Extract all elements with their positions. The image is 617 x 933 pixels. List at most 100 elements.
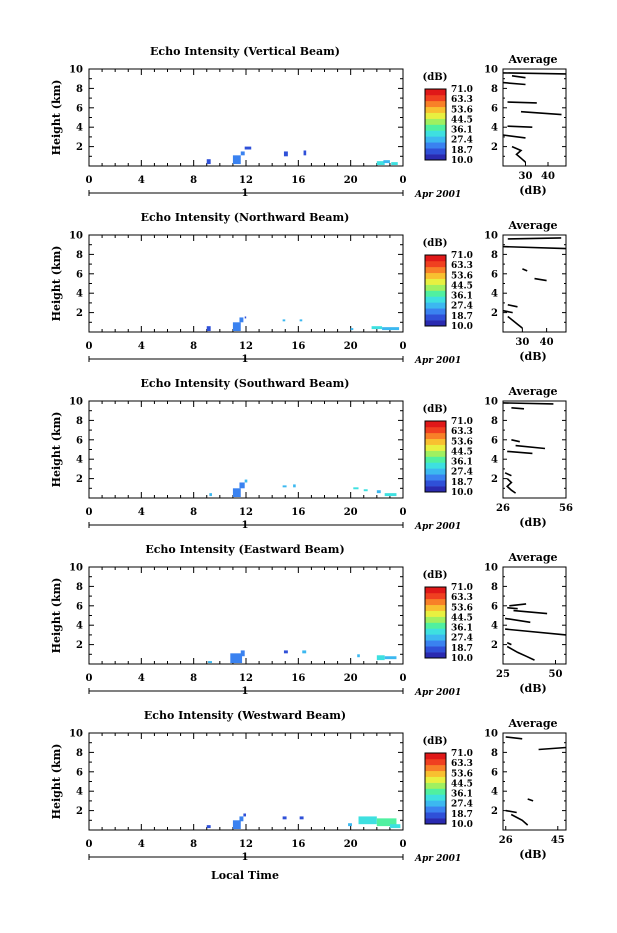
panel-2-day-label: 1 (242, 354, 249, 365)
panel-2-echo-cell (282, 319, 286, 322)
panel-2-average-xtick-label: 30 (515, 337, 529, 348)
panel-5-ylabel: Height (km) (50, 744, 63, 820)
panel-2-echo-cell (232, 322, 241, 332)
panel-2-date-label: Apr 2001 (414, 356, 461, 366)
panel-1-echo-cell (283, 151, 288, 157)
panel-2-average-xlabel: (dB) (519, 350, 546, 363)
panel-4-ytick-label: 2 (76, 640, 83, 651)
panel-4-average-xlabel: (dB) (519, 682, 546, 695)
panel-4-average-profile (506, 645, 535, 661)
panel-5-echo-cell (206, 825, 211, 829)
panel-2-average-ytick-label: 6 (491, 269, 498, 280)
panel-2-colorbar-tick-label: 18.7 (451, 312, 473, 322)
panel-1-colorbar-swatch (425, 100, 446, 108)
panel-2-colorbar-swatch (425, 314, 446, 321)
panel-3-average-ytick-label: 6 (491, 435, 498, 446)
panel-1-average-xtick-label: 40 (541, 171, 555, 182)
panel-2-ytick-label: 2 (76, 308, 83, 319)
panel-4-ytick-label: 10 (69, 563, 83, 574)
panel-2-xtick-label: 16 (291, 341, 305, 352)
panel-4-xtick-label: 20 (344, 673, 358, 684)
panel-1-ytick-label: 2 (76, 142, 83, 153)
panel-2-colorbar-tick-label: 44.5 (451, 281, 473, 291)
panel-1-xtick-label: 0 (400, 175, 407, 186)
panel-3-colorbar-unit: (dB) (423, 404, 448, 415)
panel-2-average-profile (507, 237, 562, 240)
panel-4-echo-cell (283, 650, 288, 654)
panel-1-colorbar-swatch (425, 136, 446, 143)
panel-3-echo-cell (293, 484, 296, 488)
panel-1-colorbar-swatch (425, 118, 446, 125)
panel-5-colorbar-swatch (425, 782, 446, 789)
panel-1-ylabel: Height (km) (50, 80, 63, 156)
panel-5-colorbar-swatch (425, 788, 446, 795)
panel-4-average-profile (505, 628, 567, 636)
panel-1-frame (88, 68, 404, 167)
panel-2-xtick-label: 0 (400, 341, 407, 352)
panel-4-colorbar-swatch (425, 604, 446, 611)
panel-1-day-label: 1 (242, 188, 249, 199)
panel-4-xtick-label: 0 (86, 673, 93, 684)
panel-2-ytick-label: 8 (76, 250, 83, 261)
panel-5-average-profile (505, 736, 523, 740)
panel-4-colorbar-frame (424, 586, 447, 659)
panel-1-echo-cell (244, 146, 252, 150)
panel-3-colorbar-tick-label: 36.1 (451, 458, 473, 468)
panel-5-echo-cell (243, 813, 246, 817)
panel-2-colorbar-swatch (425, 296, 446, 303)
panel-4-average-ytick-label: 2 (491, 640, 498, 651)
panel-1-echo-cell (383, 160, 390, 164)
panel-1-xtick-label: 4 (138, 175, 145, 186)
panel-3-colorbar-swatch (425, 438, 446, 445)
panel-5-colorbar-tick-label: 10.0 (451, 820, 473, 830)
panel-4-average-ytick-label: 10 (484, 563, 498, 574)
panel-2-echo-cell (350, 328, 354, 331)
panel-4-echo-cell (302, 650, 307, 654)
bottom-xlabel: Local Time (211, 869, 279, 882)
panel-1-colorbar-tick-label: 44.5 (451, 115, 473, 125)
panel-3-average-frame (502, 400, 567, 499)
panel-4-colorbar-tick-label: 71.0 (451, 583, 473, 593)
panel-5-average-title: Average (507, 717, 557, 730)
panel-3-xtick-label: 20 (344, 507, 358, 518)
panel-5-average-ytick-label: 6 (491, 767, 498, 778)
panel-2-colorbar-tick-label: 71.0 (451, 251, 473, 261)
panel-5-ytick-label: 2 (76, 806, 83, 817)
panel-2-ylabel: Height (km) (50, 246, 63, 322)
panel-5-colorbar-swatch (425, 758, 446, 766)
panel-4-average-title: Average (507, 551, 557, 564)
panel-1-colorbar-tick-label: 27.4 (451, 136, 473, 146)
panel-3-title: Echo Intensity (Southward Beam) (141, 377, 350, 390)
panel-3-average-profile (506, 478, 517, 494)
panel-3-xtick-label: 16 (291, 507, 305, 518)
panel-1-echo-cell (206, 159, 211, 165)
panel-1-colorbar-swatch (425, 154, 446, 161)
panel-4-colorbar-tick-label: 10.0 (451, 654, 473, 664)
panel-5-xtick-label: 20 (344, 839, 358, 850)
panel-3-average-ytick-label: 10 (484, 397, 498, 408)
panel-3-colorbar-swatch (425, 450, 446, 457)
panel-1-echo-cell (240, 151, 245, 156)
panel-5-colorbar-tick-label: 18.7 (451, 810, 473, 820)
panel-3-colorbar-tick-label: 63.3 (451, 427, 473, 437)
panel-3-echo-cell (239, 482, 245, 489)
panel-1-average-ytick-label: 6 (491, 103, 498, 114)
panel-5-colorbar-swatch (425, 794, 446, 801)
panel-5-ytick-label: 4 (76, 787, 83, 798)
panel-5-colorbar-tick-label: 53.6 (451, 769, 473, 779)
panel-2-colorbar-swatch (425, 308, 446, 315)
panel-3-colorbar-tick-label: 44.5 (451, 447, 473, 457)
panel-2-echo-cell (239, 317, 244, 323)
panel-1-average-profile (502, 72, 567, 75)
panel-4-average-profile (506, 641, 512, 646)
panel-3-echo-cell (244, 479, 248, 483)
panel-5-xtick-label: 8 (190, 839, 197, 850)
panel-2-colorbar-tick-label: 10.0 (451, 322, 473, 332)
panel-4-echo-cell (208, 661, 212, 664)
panel-1-average-profile (507, 101, 537, 104)
panel-4-colorbar-swatch (425, 587, 446, 594)
panel-2-xtick-label: 12 (239, 341, 253, 352)
panel-3-colorbar-tick-label: 53.6 (451, 437, 473, 447)
panel-2-colorbar-tick-label: 63.3 (451, 261, 473, 271)
panel-1-colorbar-swatch (425, 112, 446, 119)
